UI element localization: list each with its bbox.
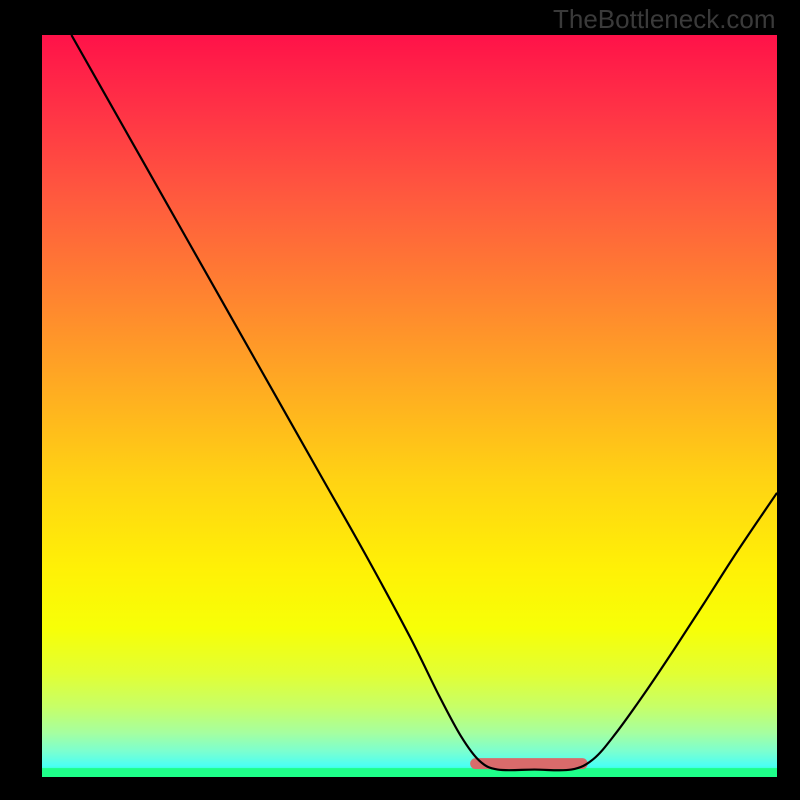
curve-layer [42,35,777,777]
watermark-text: TheBottleneck.com [553,4,776,35]
green-band [42,768,777,777]
bottleneck-curve [71,35,777,770]
plot-area [42,35,777,777]
